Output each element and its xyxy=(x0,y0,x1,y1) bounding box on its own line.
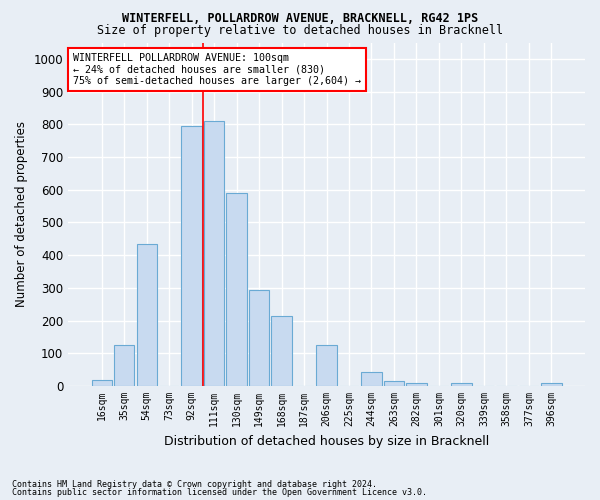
Text: Contains HM Land Registry data © Crown copyright and database right 2024.: Contains HM Land Registry data © Crown c… xyxy=(12,480,377,489)
Y-axis label: Number of detached properties: Number of detached properties xyxy=(15,122,28,308)
Bar xyxy=(92,380,112,386)
Text: Contains public sector information licensed under the Open Government Licence v3: Contains public sector information licen… xyxy=(12,488,427,497)
Bar xyxy=(181,126,202,386)
Text: WINTERFELL POLLARDROW AVENUE: 100sqm
← 24% of detached houses are smaller (830)
: WINTERFELL POLLARDROW AVENUE: 100sqm ← 2… xyxy=(73,53,361,86)
Bar xyxy=(114,345,134,386)
Text: WINTERFELL, POLLARDROW AVENUE, BRACKNELL, RG42 1PS: WINTERFELL, POLLARDROW AVENUE, BRACKNELL… xyxy=(122,12,478,26)
Bar xyxy=(541,383,562,386)
Bar xyxy=(204,121,224,386)
X-axis label: Distribution of detached houses by size in Bracknell: Distribution of detached houses by size … xyxy=(164,434,489,448)
Bar xyxy=(406,383,427,386)
Bar xyxy=(271,316,292,386)
Text: Size of property relative to detached houses in Bracknell: Size of property relative to detached ho… xyxy=(97,24,503,37)
Bar xyxy=(316,344,337,386)
Bar xyxy=(361,372,382,386)
Bar xyxy=(137,244,157,386)
Bar xyxy=(249,290,269,386)
Bar xyxy=(226,193,247,386)
Bar xyxy=(451,383,472,386)
Bar xyxy=(384,381,404,386)
